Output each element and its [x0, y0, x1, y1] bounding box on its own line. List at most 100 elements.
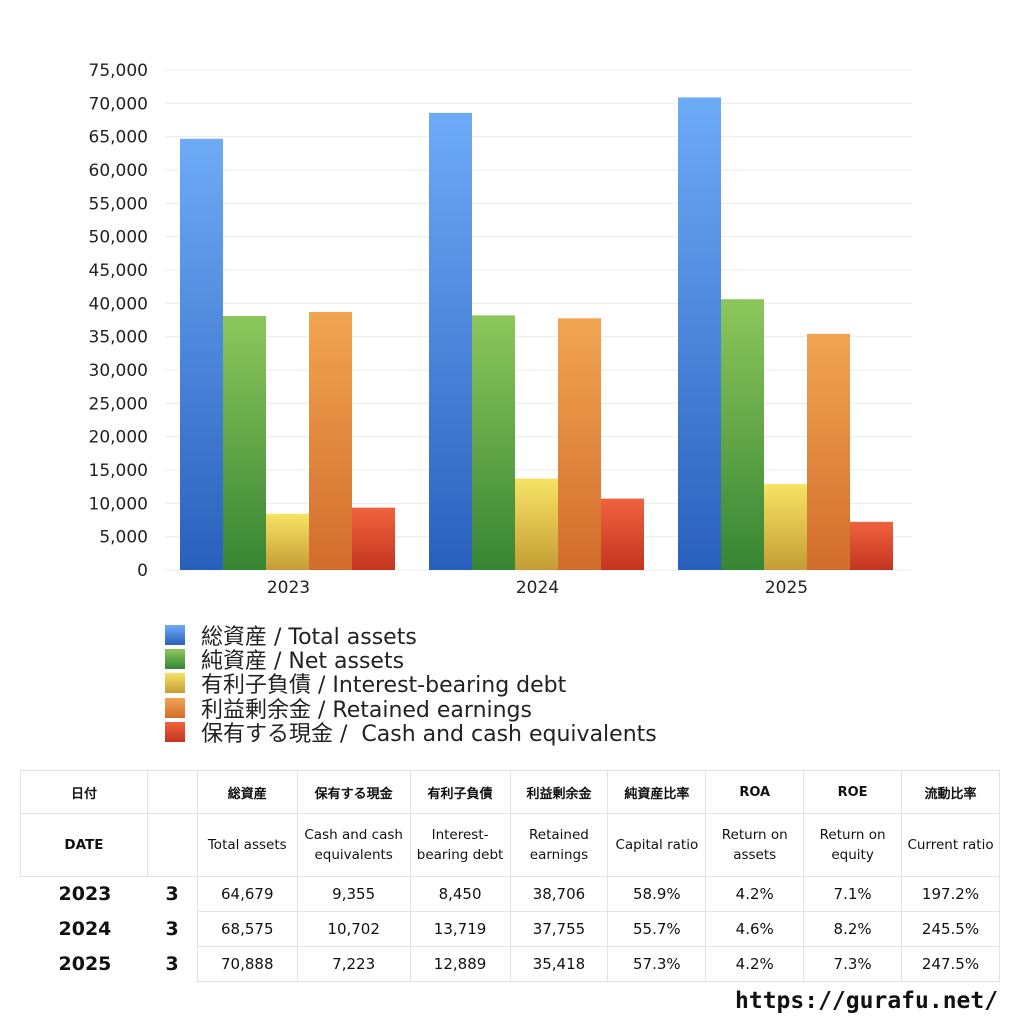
y-tick-label: 65,000: [89, 128, 148, 148]
table-cell: 2024: [58, 918, 112, 940]
table-cell: 4.2%: [705, 876, 805, 912]
legend-label: 保有する現金 / Cash and cash equivalents: [201, 721, 657, 747]
table-cell: 8,450: [409, 876, 511, 912]
legend-swatch: [165, 625, 185, 646]
table-cell: 3: [147, 876, 198, 912]
table-cell: 58.9%: [607, 876, 707, 912]
table-cell: 64,679: [196, 876, 298, 912]
y-tick-label: 20,000: [89, 428, 148, 448]
table-cell: Interest-bearing debt: [409, 813, 511, 877]
table-cell: Return on assets: [705, 813, 805, 877]
bar: [472, 315, 515, 570]
table-row: 2025 3 70,888 7,223 12,889 35,418 57.3% 4.2% 7.3…: [21, 946, 1000, 982]
bar: [764, 484, 807, 570]
legend-swatch: [165, 697, 185, 718]
bar: [678, 97, 721, 570]
legend-label: 純資産 / Net assets: [201, 649, 405, 675]
legend-swatch: [165, 721, 185, 742]
table-row: 2023 3 64,679 9,355 8,450 38,706 58.9% 4.2% 7.1%…: [21, 876, 1000, 912]
table-cell: 13,719: [409, 911, 511, 947]
y-tick-label: 40,000: [89, 294, 148, 314]
table-cell: 純資産比率: [607, 770, 707, 814]
table-cell: 55.7%: [607, 911, 707, 947]
y-tick-label: 75,000: [89, 61, 148, 81]
table-cell: 38,706: [509, 876, 609, 912]
table-cell: Retained earnings: [509, 813, 609, 877]
table-cell: ROA: [705, 770, 805, 814]
y-tick-label: 35,000: [89, 328, 148, 348]
y-tick-label: 5,000: [99, 528, 148, 548]
table-cell: 8.2%: [803, 911, 903, 947]
bar: [352, 507, 395, 570]
table-cell: Current ratio: [901, 813, 1000, 877]
bar: [601, 498, 644, 570]
y-tick-label: 70,000: [89, 94, 148, 114]
legend-item: 純資産 / Net assets: [165, 647, 657, 674]
legend-swatch: [165, 649, 185, 670]
legend-label: 有利子負債 / Interest-bearing debt: [201, 673, 567, 699]
y-tick-label: 60,000: [89, 161, 148, 181]
table-header-row: 日付 総資産 保有する現金 有利子負債 利益剰余金 純資産比率 ROA ROE 流動比率: [20, 770, 1000, 814]
x-tick-label: 2023: [267, 578, 310, 598]
table-cell: 4.2%: [705, 946, 805, 982]
table-cell: 有利子負債: [409, 770, 511, 814]
site-url: https://gurafu.net/: [735, 988, 999, 1014]
table-cell: 流動比率: [901, 770, 1000, 814]
legend-item: 保有する現金 / Cash and cash equivalents: [165, 720, 657, 747]
y-tick-label: 25,000: [89, 394, 148, 414]
chart-legend: 総資産 / Total assets 純資産 / Net assets 有利子負…: [165, 623, 657, 747]
table-cell: 総資産: [196, 770, 298, 814]
bar: [309, 311, 352, 570]
table-cell: 245.5%: [901, 911, 1000, 947]
bar: [223, 316, 266, 570]
y-tick-label: 45,000: [89, 261, 148, 281]
table-cell: 35,418: [509, 946, 609, 982]
table-cell: Capital ratio: [607, 813, 707, 877]
table-cell: 7.3%: [803, 946, 903, 982]
x-tick-label: 2024: [516, 578, 559, 598]
table-cell: 7,223: [296, 946, 411, 982]
table-cell: 9,355: [296, 876, 411, 912]
legend-label: 利益剰余金 / Retained earnings: [201, 697, 532, 723]
y-tick-label: 55,000: [89, 194, 148, 214]
table-cell: ROE: [803, 770, 903, 814]
y-tick-label: 0: [137, 561, 148, 581]
legend-item: 有利子負債 / Interest-bearing debt: [165, 671, 657, 698]
table-cell: 4.6%: [705, 911, 805, 947]
table-cell: [147, 770, 198, 814]
legend-item: 総資産 / Total assets: [165, 623, 657, 650]
bar: [721, 299, 764, 570]
table-cell: 3: [147, 911, 198, 947]
table-cell: 68,575: [196, 911, 298, 947]
financial-table: 日付 総資産 保有する現金 有利子負債 利益剰余金 純資産比率 ROA ROE 流動比率 DATE…: [20, 770, 1000, 982]
table-cell: 日付: [20, 770, 148, 814]
y-tick-label: 10,000: [89, 494, 148, 514]
table-cell: [146, 813, 198, 877]
table-cell: Cash and cash equivalents: [296, 813, 411, 877]
table-cell: 2025: [58, 953, 112, 975]
table-cell: Return on equity: [803, 813, 903, 877]
y-tick-label: 50,000: [89, 228, 148, 248]
bar: [429, 112, 472, 570]
bar: [266, 513, 309, 570]
bar: [807, 333, 850, 570]
table-cell: 2023: [58, 883, 112, 906]
table-cell: 247.5%: [901, 946, 1000, 982]
table-cell: 3: [147, 946, 198, 982]
table-cell: DATE: [20, 813, 148, 877]
table-cell: 70,888: [196, 946, 298, 982]
y-tick-label: 30,000: [89, 361, 148, 381]
x-tick-label: 2025: [765, 578, 808, 598]
table-header-row: DATE Total assets Cash and cash equivalent…: [20, 813, 1000, 877]
legend-label: 総資産 / Total assets: [201, 625, 417, 651]
table-cell: 12,889: [409, 946, 511, 982]
table-cell: 197.2%: [901, 876, 1000, 912]
table-cell: 7.1%: [803, 876, 903, 912]
legend-item: 利益剰余金 / Retained earnings: [165, 696, 657, 723]
bar: [850, 521, 893, 570]
y-tick-label: 15,000: [89, 461, 148, 481]
table-cell: 37,755: [509, 911, 609, 947]
legend-swatch: [165, 673, 185, 694]
table-cell: 57.3%: [607, 946, 707, 982]
table-row: 2024 3 68,575 10,702 13,719 37,755 55.7% 4.6% 8.…: [21, 911, 1000, 947]
